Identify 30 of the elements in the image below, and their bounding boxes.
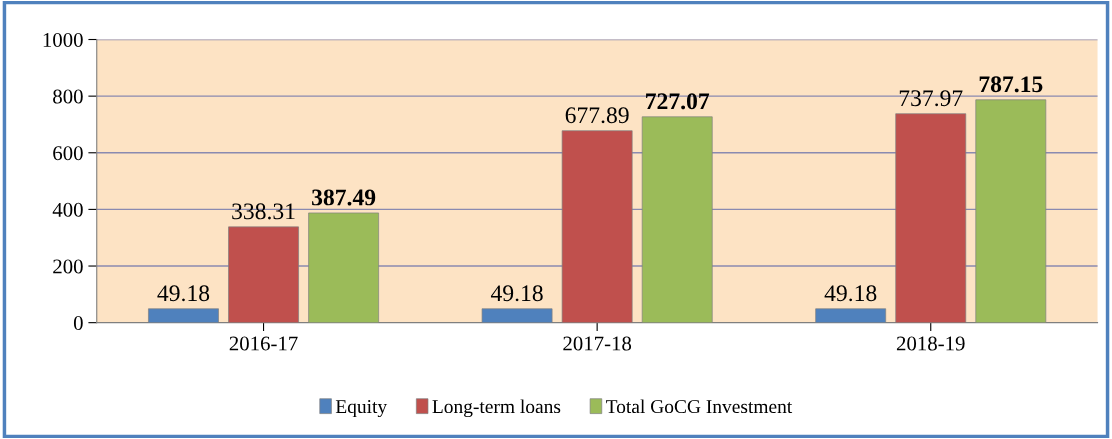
data-label: 49.18 — [824, 285, 877, 302]
y-tick-label: 0 — [73, 316, 83, 331]
x-tick-label: 2018-19 — [896, 336, 965, 351]
y-tick-label: 1000 — [43, 32, 83, 47]
data-label: 727.07 — [646, 93, 710, 110]
bar — [561, 130, 633, 323]
legend-label: Long-term loans — [432, 399, 561, 418]
y-tick-label: 800 — [53, 89, 83, 104]
data-label: 787.15 — [979, 76, 1043, 93]
bar — [975, 99, 1047, 323]
y-tick-label: 400 — [52, 202, 83, 217]
x-tick-label: 2016-17 — [229, 336, 298, 351]
data-label: 737.97 — [899, 90, 963, 107]
bar — [308, 212, 379, 323]
bar — [481, 308, 553, 323]
x-tick-label: 2017-18 — [563, 336, 632, 351]
data-label: 49.18 — [490, 285, 543, 302]
bar — [148, 308, 219, 323]
data-label: 677.89 — [565, 107, 629, 124]
legend-label: Total GoCG Investment — [606, 399, 793, 414]
data-label: 49.18 — [157, 285, 210, 302]
bar — [895, 113, 967, 323]
y-tick-label: 600 — [53, 146, 83, 161]
bar — [815, 308, 887, 323]
data-label: 387.49 — [312, 189, 376, 206]
data-label: 338.31 — [232, 203, 295, 220]
bar — [228, 226, 299, 323]
bar — [641, 116, 713, 323]
legend-label: Equity — [335, 400, 388, 418]
y-tick-label: 200 — [53, 259, 83, 274]
